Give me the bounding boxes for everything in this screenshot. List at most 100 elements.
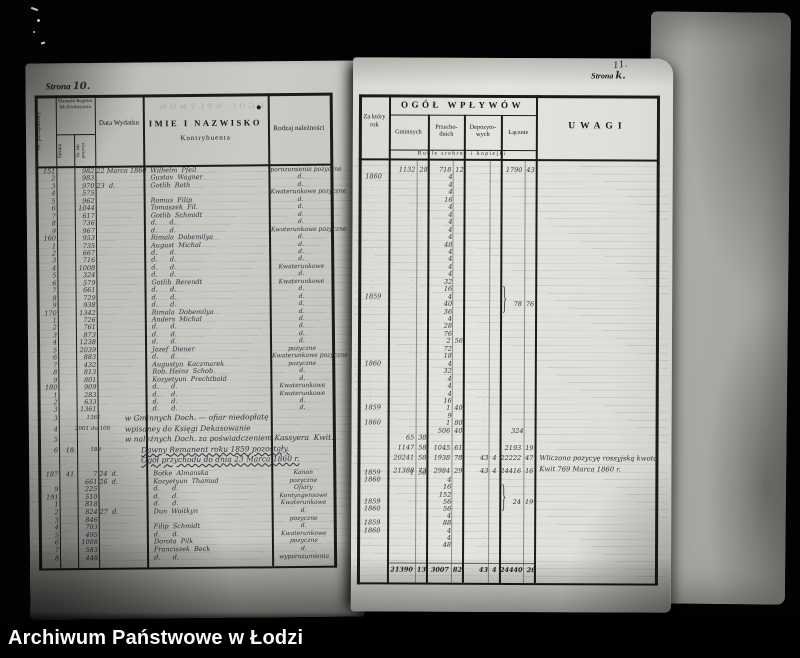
ditto-dot: · [420, 233, 423, 240]
table-cell: pozyczne [289, 537, 318, 545]
table-cell: 1860 [363, 525, 381, 535]
ditto-dot: · [370, 248, 373, 255]
table-cell: d. [298, 285, 305, 293]
ditto-dot: · [409, 404, 412, 411]
amount-cell: 43 4 [478, 565, 497, 574]
ditto-dot: · [483, 505, 486, 512]
amount-cell: 1938 78 [433, 453, 463, 462]
table-cell: 1860 [364, 475, 381, 484]
amount-cell: 1 50 [409, 468, 427, 477]
amount-cell: 1045 61 [433, 443, 463, 452]
ditto-dot: · [419, 382, 422, 389]
ditto-dot: · [484, 286, 487, 293]
ditto-dot: · [484, 293, 487, 300]
ditto-dot: · [484, 219, 487, 226]
ditto-dot: · [420, 315, 423, 322]
ditto-dot: · [410, 263, 413, 270]
column-header-imie-nazwisko: IMIE I NAZWISKO Kontrybuenta [148, 117, 262, 143]
amount-cell: 24440 26 [499, 565, 536, 575]
ditto-dot: · [484, 308, 487, 315]
ditto-dot: · [369, 412, 372, 419]
amount-cell: 4 [448, 255, 453, 264]
ditto-dot: · [410, 233, 413, 240]
ditto-dot: · [369, 352, 372, 359]
table-cell: Kwaterunkowe [278, 262, 325, 271]
ditto-dot: · [370, 188, 373, 195]
amount-cell: 48 [442, 540, 452, 549]
ditto-dot: · [410, 173, 413, 181]
ditto-dot: · [419, 512, 422, 519]
table-cell: d. [300, 506, 307, 514]
ditto-dot: · [370, 285, 373, 292]
ditto-dot: · [369, 367, 372, 374]
ditto-dot: · [483, 541, 486, 548]
table-cell: d. [297, 210, 304, 218]
ditto-dot: · [483, 491, 486, 498]
ditto-dot: · [370, 278, 373, 285]
ditto-dot: · [419, 345, 422, 352]
amount-cell: 4 [448, 262, 453, 271]
table-cell: d. [298, 322, 305, 330]
amount-cell: 718 12 [439, 165, 464, 174]
ditto-dot: · [410, 278, 413, 285]
amount-cell: 36 [443, 307, 453, 316]
ditto-dot: · [369, 534, 372, 541]
ditto-dot: · [370, 263, 373, 270]
table-cell: Dun Woitkyn [153, 506, 199, 516]
ditto-dot: · [409, 345, 412, 352]
column-header-pozycya: Nr. lub pozycya [75, 142, 86, 159]
ditto-dot: · [369, 382, 372, 389]
table-cell: 1859 [364, 291, 382, 301]
ditto-dot: · [369, 374, 372, 381]
amount-cell: 1132 28 [398, 165, 428, 174]
ditto-dot: · [483, 330, 487, 337]
table-cell: d. [298, 247, 305, 255]
ditto-dot: · [409, 352, 412, 359]
ledger-right-page: 11. Strona k. Za który rok OGÓŁ WPŁYWÓW … [350, 57, 674, 613]
ditto-dot: · [419, 527, 422, 534]
table-cell: pozyczne [288, 344, 317, 352]
subheader-ruble-strip: Ruble srebrne i kopiejki [417, 150, 507, 157]
column-header-data-wydatku: Data Wydatku [98, 118, 139, 127]
ditto-dot: · [420, 308, 423, 315]
ditto-dot: · [410, 315, 413, 322]
film-speck [37, 19, 40, 22]
amount-cell: 1790 43 [505, 165, 535, 175]
ditto-dot: · [409, 476, 412, 483]
amount-cell: 4 [448, 217, 453, 226]
ditto-dot: · [369, 330, 373, 337]
ditto-dot: · [483, 498, 486, 505]
ditto-dot: · [420, 270, 423, 277]
ditto-dot: · [370, 233, 373, 240]
ditto-dot: · [410, 203, 413, 210]
ditto-dot: · [420, 248, 423, 255]
amount-cell: 18 [443, 351, 452, 360]
table-cell: porozumienia pozyczne [270, 165, 342, 174]
table-cell: d. [297, 218, 304, 226]
amount-cell: 2984 29 [433, 466, 463, 475]
table-cell: Kanon [293, 468, 314, 477]
ditto-dot: · [420, 196, 423, 203]
table-cell: pozyczne [289, 514, 318, 522]
table-cell: Kwaterunkowe [280, 529, 327, 537]
ditto-dot: · [370, 322, 373, 329]
ditto-dot: · [420, 285, 423, 292]
table-cell: pozyczne [289, 476, 318, 484]
ditto-dot: · [483, 427, 486, 434]
grouping-brace: } [501, 480, 507, 516]
ditto-dot: · [419, 367, 422, 374]
ditto-dot: · [409, 360, 412, 367]
group-header-ogol-wplywow: OGÓŁ WPŁYWÓW [400, 99, 525, 111]
table-cell: Kwaterunkowe [279, 381, 326, 390]
ditto-dot: · [419, 427, 422, 434]
table-cell: d. [299, 337, 305, 345]
table-cell: 448 [85, 553, 99, 562]
ditto-dot: · [419, 534, 422, 541]
table-cell: 22 Marca 1860 [96, 166, 147, 175]
column-header-manual: Manuału Registru lub Kwitaryusza [57, 98, 93, 110]
table-cell: d. [299, 374, 306, 382]
amount-cell: 24416 16 [500, 466, 534, 476]
ditto-dot: · [419, 337, 422, 344]
table-cell: d. [297, 203, 304, 211]
